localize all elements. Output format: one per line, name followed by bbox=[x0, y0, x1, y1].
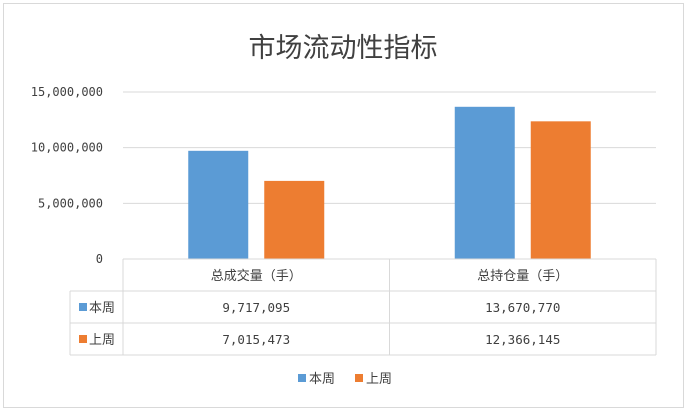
legend-swatch bbox=[298, 374, 306, 382]
bar-1-2 bbox=[454, 106, 515, 259]
legend-label: 上周 bbox=[366, 372, 392, 387]
data-label: 13,670,770 bbox=[485, 300, 560, 315]
data-label: 12,366,145 bbox=[485, 332, 560, 347]
category-label: 总成交量（手） bbox=[211, 268, 302, 284]
legend-label: 本周 bbox=[309, 372, 335, 387]
y-axis: 0 5,000,000 10,000,000 15,000,000 bbox=[31, 85, 103, 266]
bars bbox=[188, 106, 591, 260]
table-series-key bbox=[79, 303, 87, 311]
y-tick-label: 10,000,000 bbox=[31, 141, 103, 155]
data-label: 9,717,095 bbox=[222, 300, 290, 315]
data-table: 总成交量（手） 总持仓量（手） 本周 9,717,095 13,670,770 上周 7,0… bbox=[69, 258, 657, 356]
chart-title: 市场流动性指标 bbox=[249, 33, 438, 64]
y-tick-label: 0 bbox=[96, 252, 103, 266]
y-tick-label: 15,000,000 bbox=[31, 85, 103, 99]
table-series-name: 本周 bbox=[89, 301, 115, 316]
y-tick-label: 5,000,000 bbox=[38, 196, 103, 210]
legend-swatch bbox=[355, 374, 363, 382]
table-series-key bbox=[79, 335, 87, 343]
legend: 本周 上周 bbox=[298, 372, 392, 387]
table-series-name: 上周 bbox=[89, 333, 115, 348]
bar-2-2 bbox=[530, 121, 591, 260]
data-label: 7,015,473 bbox=[222, 332, 290, 347]
bar-1-1 bbox=[188, 150, 249, 259]
bar-2-1 bbox=[264, 180, 325, 259]
category-label: 总持仓量（手） bbox=[477, 269, 568, 284]
